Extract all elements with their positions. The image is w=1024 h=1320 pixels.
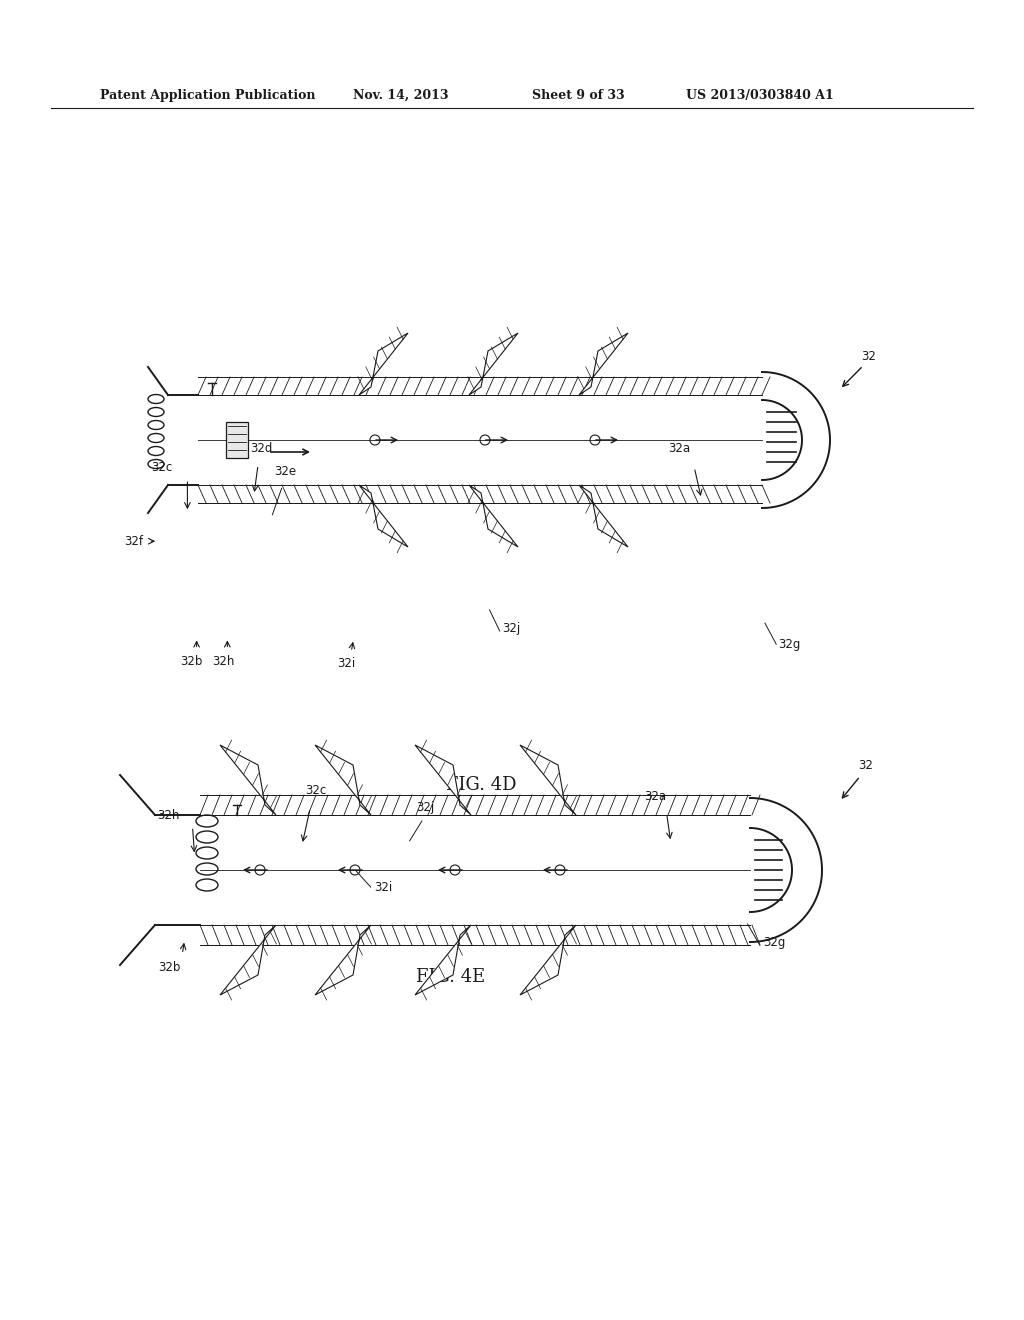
Text: 32i: 32i bbox=[337, 657, 355, 671]
Text: 32j: 32j bbox=[416, 801, 434, 814]
Bar bbox=[198, 378, 762, 395]
Polygon shape bbox=[579, 333, 628, 395]
Bar bbox=[200, 795, 750, 814]
Text: 32c: 32c bbox=[151, 461, 172, 474]
Text: 32g: 32g bbox=[778, 638, 801, 651]
Bar bbox=[198, 484, 762, 503]
Bar bbox=[168, 413, 762, 467]
Text: 32a: 32a bbox=[644, 789, 667, 803]
Text: US 2013/0303840 A1: US 2013/0303840 A1 bbox=[686, 88, 834, 102]
Polygon shape bbox=[415, 744, 471, 814]
Polygon shape bbox=[315, 744, 371, 814]
Polygon shape bbox=[520, 925, 575, 995]
Polygon shape bbox=[359, 484, 408, 546]
Text: Sheet 9 of 33: Sheet 9 of 33 bbox=[532, 88, 625, 102]
Text: 32f: 32f bbox=[124, 535, 143, 548]
Text: 32g: 32g bbox=[763, 936, 785, 949]
Polygon shape bbox=[359, 333, 408, 395]
Bar bbox=[226, 422, 248, 458]
Text: Nov. 14, 2013: Nov. 14, 2013 bbox=[353, 88, 449, 102]
Text: 32b: 32b bbox=[158, 961, 180, 974]
Bar bbox=[200, 925, 750, 945]
Polygon shape bbox=[579, 484, 628, 546]
Text: 32i: 32i bbox=[374, 880, 392, 894]
Text: 32c: 32c bbox=[305, 784, 326, 797]
Polygon shape bbox=[220, 744, 276, 814]
Text: 32e: 32e bbox=[274, 465, 297, 478]
Text: 32a: 32a bbox=[668, 442, 690, 455]
Text: 32h: 32h bbox=[212, 655, 234, 668]
Text: 32: 32 bbox=[858, 759, 872, 772]
Bar bbox=[155, 836, 750, 906]
Polygon shape bbox=[415, 925, 471, 995]
Text: FIG. 4E: FIG. 4E bbox=[416, 968, 485, 986]
Text: 32b: 32b bbox=[180, 655, 203, 668]
Text: 32: 32 bbox=[861, 350, 876, 363]
Polygon shape bbox=[469, 333, 518, 395]
Text: 32j: 32j bbox=[502, 622, 520, 635]
Text: 32d: 32d bbox=[250, 442, 272, 455]
Text: Patent Application Publication: Patent Application Publication bbox=[100, 88, 315, 102]
Text: 32h: 32h bbox=[157, 809, 179, 822]
Polygon shape bbox=[469, 484, 518, 546]
Polygon shape bbox=[520, 744, 575, 814]
Polygon shape bbox=[315, 925, 371, 995]
Polygon shape bbox=[220, 925, 276, 995]
Text: FIG. 4D: FIG. 4D bbox=[446, 776, 516, 795]
